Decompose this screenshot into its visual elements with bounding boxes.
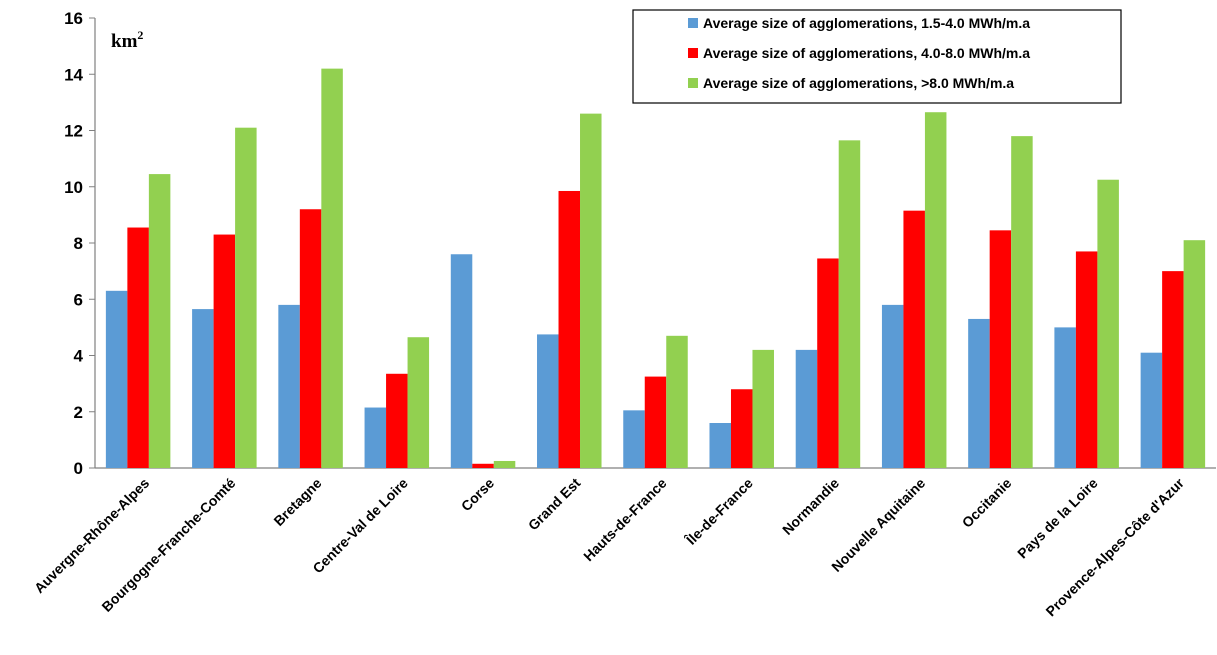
- unit-base: km: [111, 31, 138, 52]
- bar-series-3-12: [1183, 240, 1206, 468]
- y-tick-label: 10: [64, 178, 83, 197]
- legend-label-1: Average size of agglomerations, 1.5-4.0 …: [703, 15, 1030, 31]
- bar-series-2-3: [386, 373, 408, 468]
- legend-label-2: Average size of agglomerations, 4.0-8.0 …: [703, 45, 1030, 61]
- bar-series-2-4: [472, 463, 494, 468]
- legend: Average size of agglomerations, 1.5-4.0 …: [632, 9, 1122, 104]
- bar-series-3-0: [148, 174, 171, 468]
- x-axis-labels: Auvergne-Rhône-AlpesBourgogne-Franche-Co…: [31, 474, 1187, 619]
- y-tick-label: 8: [74, 234, 83, 253]
- legend-swatch-2: [688, 48, 698, 58]
- x-category-label: Grand Est: [525, 475, 584, 534]
- bar-series-1-6: [623, 410, 645, 468]
- bar-series-1-7: [709, 423, 731, 468]
- bar-series-3-7: [752, 349, 774, 469]
- bar-series-1-9: [881, 304, 904, 469]
- bar-series-2-0: [127, 227, 149, 468]
- bar-series-1-10: [968, 318, 990, 468]
- y-tick-label: 12: [64, 122, 83, 141]
- y-tick-label: 2: [74, 403, 83, 422]
- y-tick-label: 6: [74, 290, 83, 309]
- bar-series-1-8: [795, 349, 818, 469]
- x-category-label: Normandie: [779, 475, 842, 538]
- bar-series-3-9: [924, 112, 947, 468]
- bar-series-3-11: [1097, 179, 1119, 468]
- bar-series-3-10: [1011, 136, 1033, 469]
- bar-series-2-6: [644, 376, 667, 468]
- bar-series-1-5: [537, 334, 559, 468]
- y-tick-label: 4: [74, 347, 84, 366]
- y-tick-label: 14: [64, 65, 83, 84]
- x-category-label: Île-de-France: [682, 474, 756, 548]
- x-category-label: Corse: [458, 475, 498, 515]
- y-axis-ticks: 0 2 4 6 8 10 12 14 16: [64, 9, 95, 478]
- bar-series-2-11: [1075, 251, 1098, 468]
- bar-series-2-8: [817, 258, 839, 468]
- bar-series-2-1: [213, 234, 236, 468]
- x-category-label: Hauts-de-France: [580, 475, 670, 565]
- bar-series-3-3: [407, 337, 430, 468]
- chart-bars: [105, 68, 1206, 469]
- legend-swatch-3: [688, 78, 698, 88]
- bar-series-3-8: [838, 140, 861, 468]
- y-tick-label: 16: [64, 9, 83, 28]
- legend-label-3: Average size of agglomerations, >8.0 MWh…: [703, 75, 1014, 91]
- bar-series-3-4: [493, 460, 516, 468]
- x-category-label: Provence-Alpes-Côte d'Azur: [1042, 474, 1187, 619]
- x-category-label: Pays de la Loire: [1014, 475, 1101, 562]
- bar-series-3-1: [235, 127, 257, 468]
- legend-box: [632, 9, 1122, 104]
- bar-series-3-5: [580, 113, 602, 469]
- bar-series-2-5: [558, 190, 581, 468]
- bar-series-1-0: [105, 290, 128, 468]
- bar-series-3-6: [666, 335, 688, 468]
- bar-series-1-4: [450, 254, 473, 468]
- bar-series-2-12: [1162, 271, 1184, 469]
- bar-series-1-2: [278, 304, 300, 469]
- legend-swatch-1: [688, 18, 698, 28]
- bar-series-1-11: [1054, 327, 1076, 469]
- x-category-label: Nouvelle Aquitaine: [828, 475, 928, 575]
- bar-series-3-2: [321, 68, 343, 469]
- bar-series-2-7: [730, 389, 753, 468]
- bar-series-1-3: [364, 407, 387, 468]
- x-category-label: Centre-Val de Loire: [309, 475, 411, 577]
- bar-series-2-9: [903, 210, 925, 468]
- bar-series-2-2: [299, 209, 322, 468]
- y-tick-label: 0: [74, 459, 83, 478]
- bar-series-1-1: [192, 309, 214, 468]
- y-unit-label: km2: [111, 28, 143, 52]
- bar-series-1-12: [1140, 352, 1163, 468]
- x-category-label: Occitanie: [959, 475, 1015, 531]
- unit-superscript: 2: [137, 28, 143, 42]
- bar-series-2-10: [989, 230, 1012, 468]
- x-category-label: Bretagne: [270, 475, 324, 529]
